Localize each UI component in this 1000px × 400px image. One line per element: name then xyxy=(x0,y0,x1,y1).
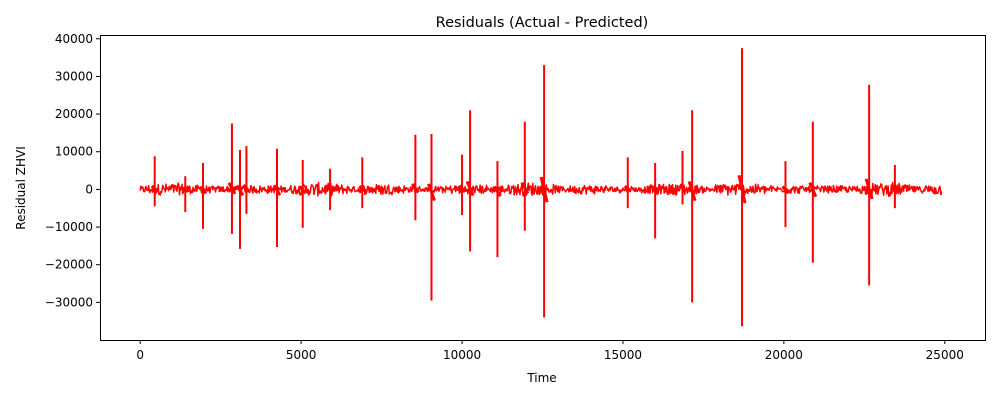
spike-burst xyxy=(326,186,334,193)
spike-burst xyxy=(650,185,660,196)
y-tick-label: −20000 xyxy=(45,258,93,272)
spike-burst xyxy=(465,180,475,197)
spike-burst xyxy=(520,181,530,195)
spike-burst xyxy=(678,184,687,193)
spike-burst xyxy=(808,182,818,198)
spike-burst xyxy=(493,185,502,197)
y-tick-label: −30000 xyxy=(45,295,93,309)
spike-burst xyxy=(358,185,367,193)
x-axis-label: Time xyxy=(526,371,556,385)
series-line xyxy=(139,181,943,198)
spike-burst xyxy=(272,184,282,196)
x-tick-label: 25000 xyxy=(926,348,964,362)
spike-burst xyxy=(227,182,237,195)
chart-title: Residuals (Actual - Predicted) xyxy=(436,15,649,31)
spike-burst xyxy=(623,185,632,193)
spike-burst xyxy=(427,183,436,201)
spike-burst xyxy=(539,176,549,203)
y-tick-label: 30000 xyxy=(55,69,93,83)
y-axis: −30000 −20000 −10000 0 10000 20000 30000 40000 xyxy=(45,32,100,309)
spike-burst xyxy=(298,185,307,195)
x-tick-label: 15000 xyxy=(604,348,642,362)
y-tick-label: 20000 xyxy=(55,107,93,121)
spike-burst xyxy=(687,181,697,202)
spike-burst xyxy=(198,185,208,195)
y-tick-label: 40000 xyxy=(55,32,93,46)
spike-burst xyxy=(781,185,790,195)
spike-burst xyxy=(737,174,747,204)
spike-burst xyxy=(235,184,245,197)
y-axis-label: Residual ZHVI xyxy=(14,146,28,229)
spike-burst xyxy=(411,183,420,194)
spike-burst xyxy=(457,184,467,194)
x-tick-label: 0 xyxy=(136,348,144,362)
y-tick-label: 10000 xyxy=(55,145,93,159)
y-tick-label: 0 xyxy=(85,182,93,196)
spike-burst xyxy=(891,185,899,193)
axes-frame xyxy=(100,35,986,341)
x-axis: 0 5000 10000 15000 20000 25000 xyxy=(136,340,964,362)
x-tick-label: 10000 xyxy=(443,348,481,362)
spike-burst xyxy=(242,184,251,193)
plot-series xyxy=(139,48,943,327)
x-tick-label: 5000 xyxy=(286,348,317,362)
spike-burst xyxy=(150,184,159,193)
spike-burst xyxy=(181,186,190,193)
spike-burst xyxy=(864,178,874,200)
x-tick-label: 20000 xyxy=(765,348,803,362)
y-tick-label: −10000 xyxy=(45,220,93,234)
